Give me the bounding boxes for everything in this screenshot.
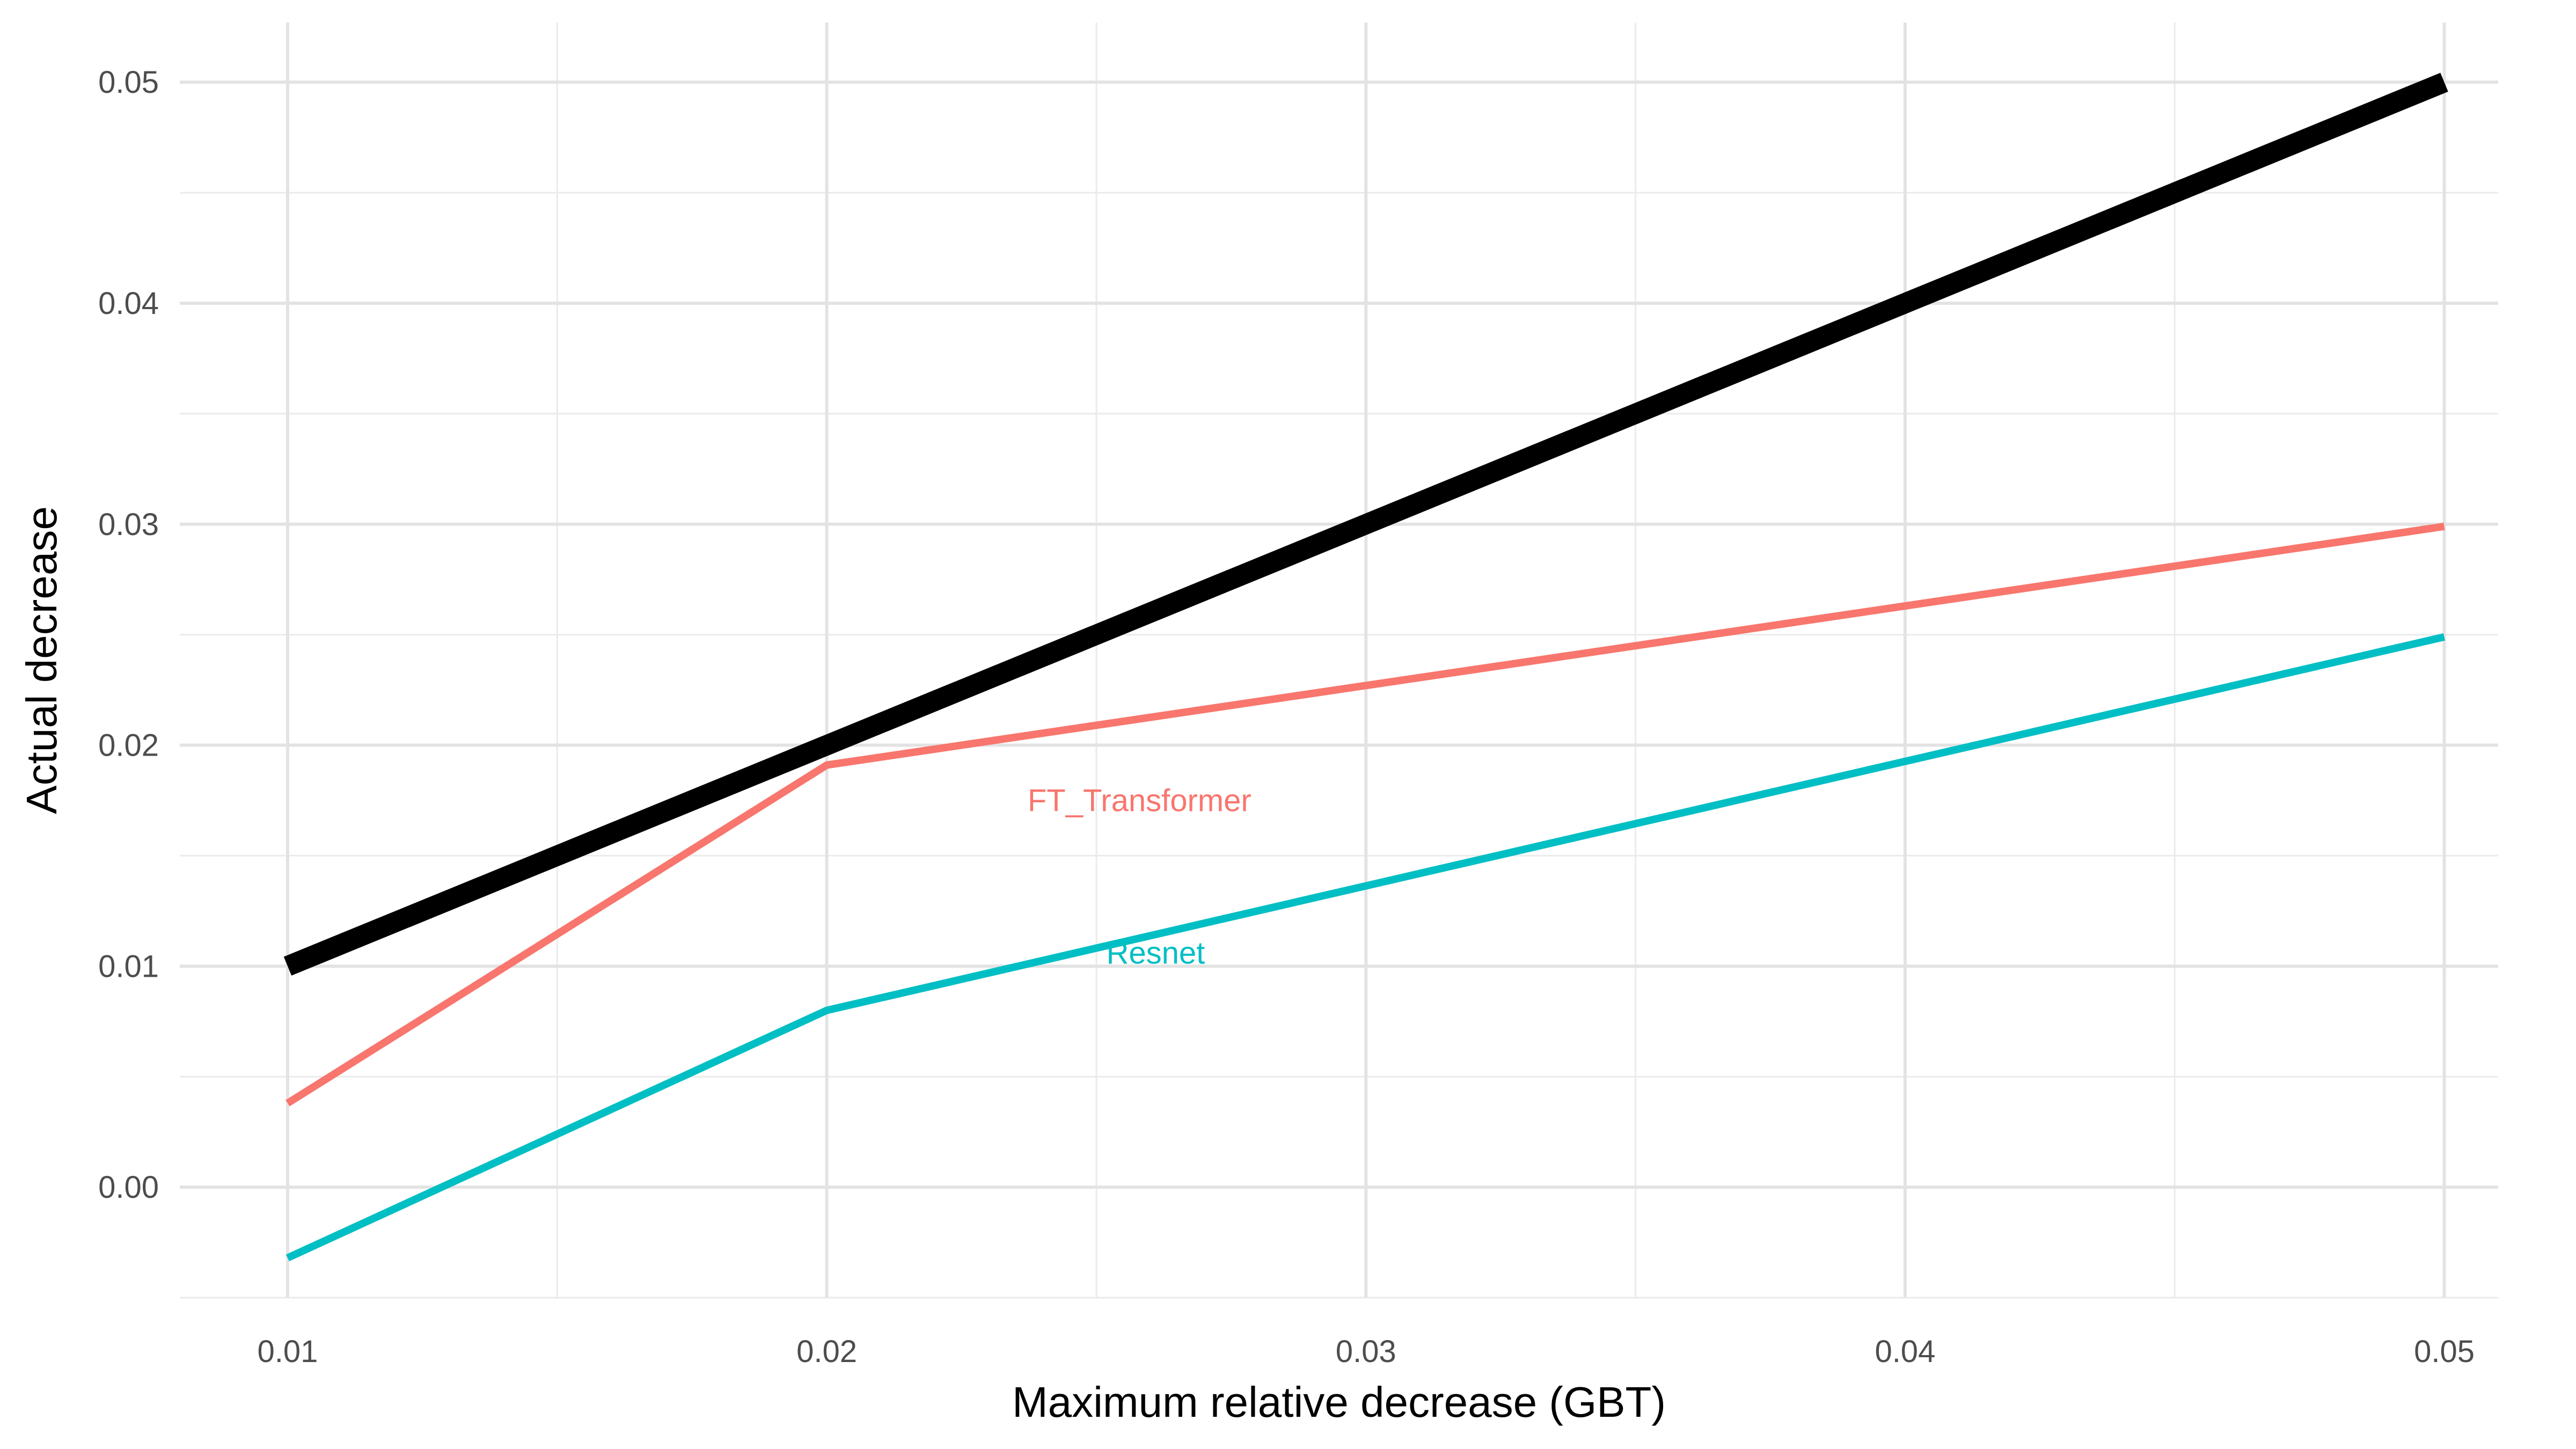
y-axis-title: Actual decrease (18, 506, 65, 814)
series-line-resnet (286, 633, 2446, 1262)
y-tick-label: 0.04 (98, 286, 159, 321)
y-axis-tick-labels: 0.00 0.01 0.02 0.03 0.04 0.05 (98, 65, 159, 1205)
major-gridlines (180, 23, 2498, 1298)
minor-gridlines (180, 23, 2498, 1299)
reference-line (283, 72, 2448, 976)
series-labels: FT_Transformer Resnet (1028, 783, 1252, 970)
y-tick-label: 0.00 (98, 1170, 159, 1205)
x-axis-title: Maximum relative decrease (GBT) (1012, 1378, 1666, 1426)
series-lines (283, 72, 2448, 1262)
x-tick-label: 0.01 (257, 1334, 318, 1369)
x-tick-label: 0.02 (796, 1334, 857, 1369)
series-label-resnet: Resnet (1107, 936, 1205, 971)
x-axis-tick-labels: 0.01 0.02 0.03 0.04 0.05 (257, 1334, 2474, 1369)
series-label-ft_transformer: FT_Transformer (1028, 783, 1252, 818)
x-tick-label: 0.05 (2414, 1334, 2475, 1369)
y-tick-label: 0.05 (98, 65, 159, 100)
x-tick-label: 0.04 (1875, 1334, 1935, 1369)
y-tick-label: 0.02 (98, 728, 159, 763)
y-tick-label: 0.01 (98, 949, 159, 984)
y-tick-label: 0.03 (98, 507, 159, 542)
x-tick-label: 0.03 (1336, 1334, 1396, 1369)
series-line-ft_transformer (286, 522, 2445, 1107)
